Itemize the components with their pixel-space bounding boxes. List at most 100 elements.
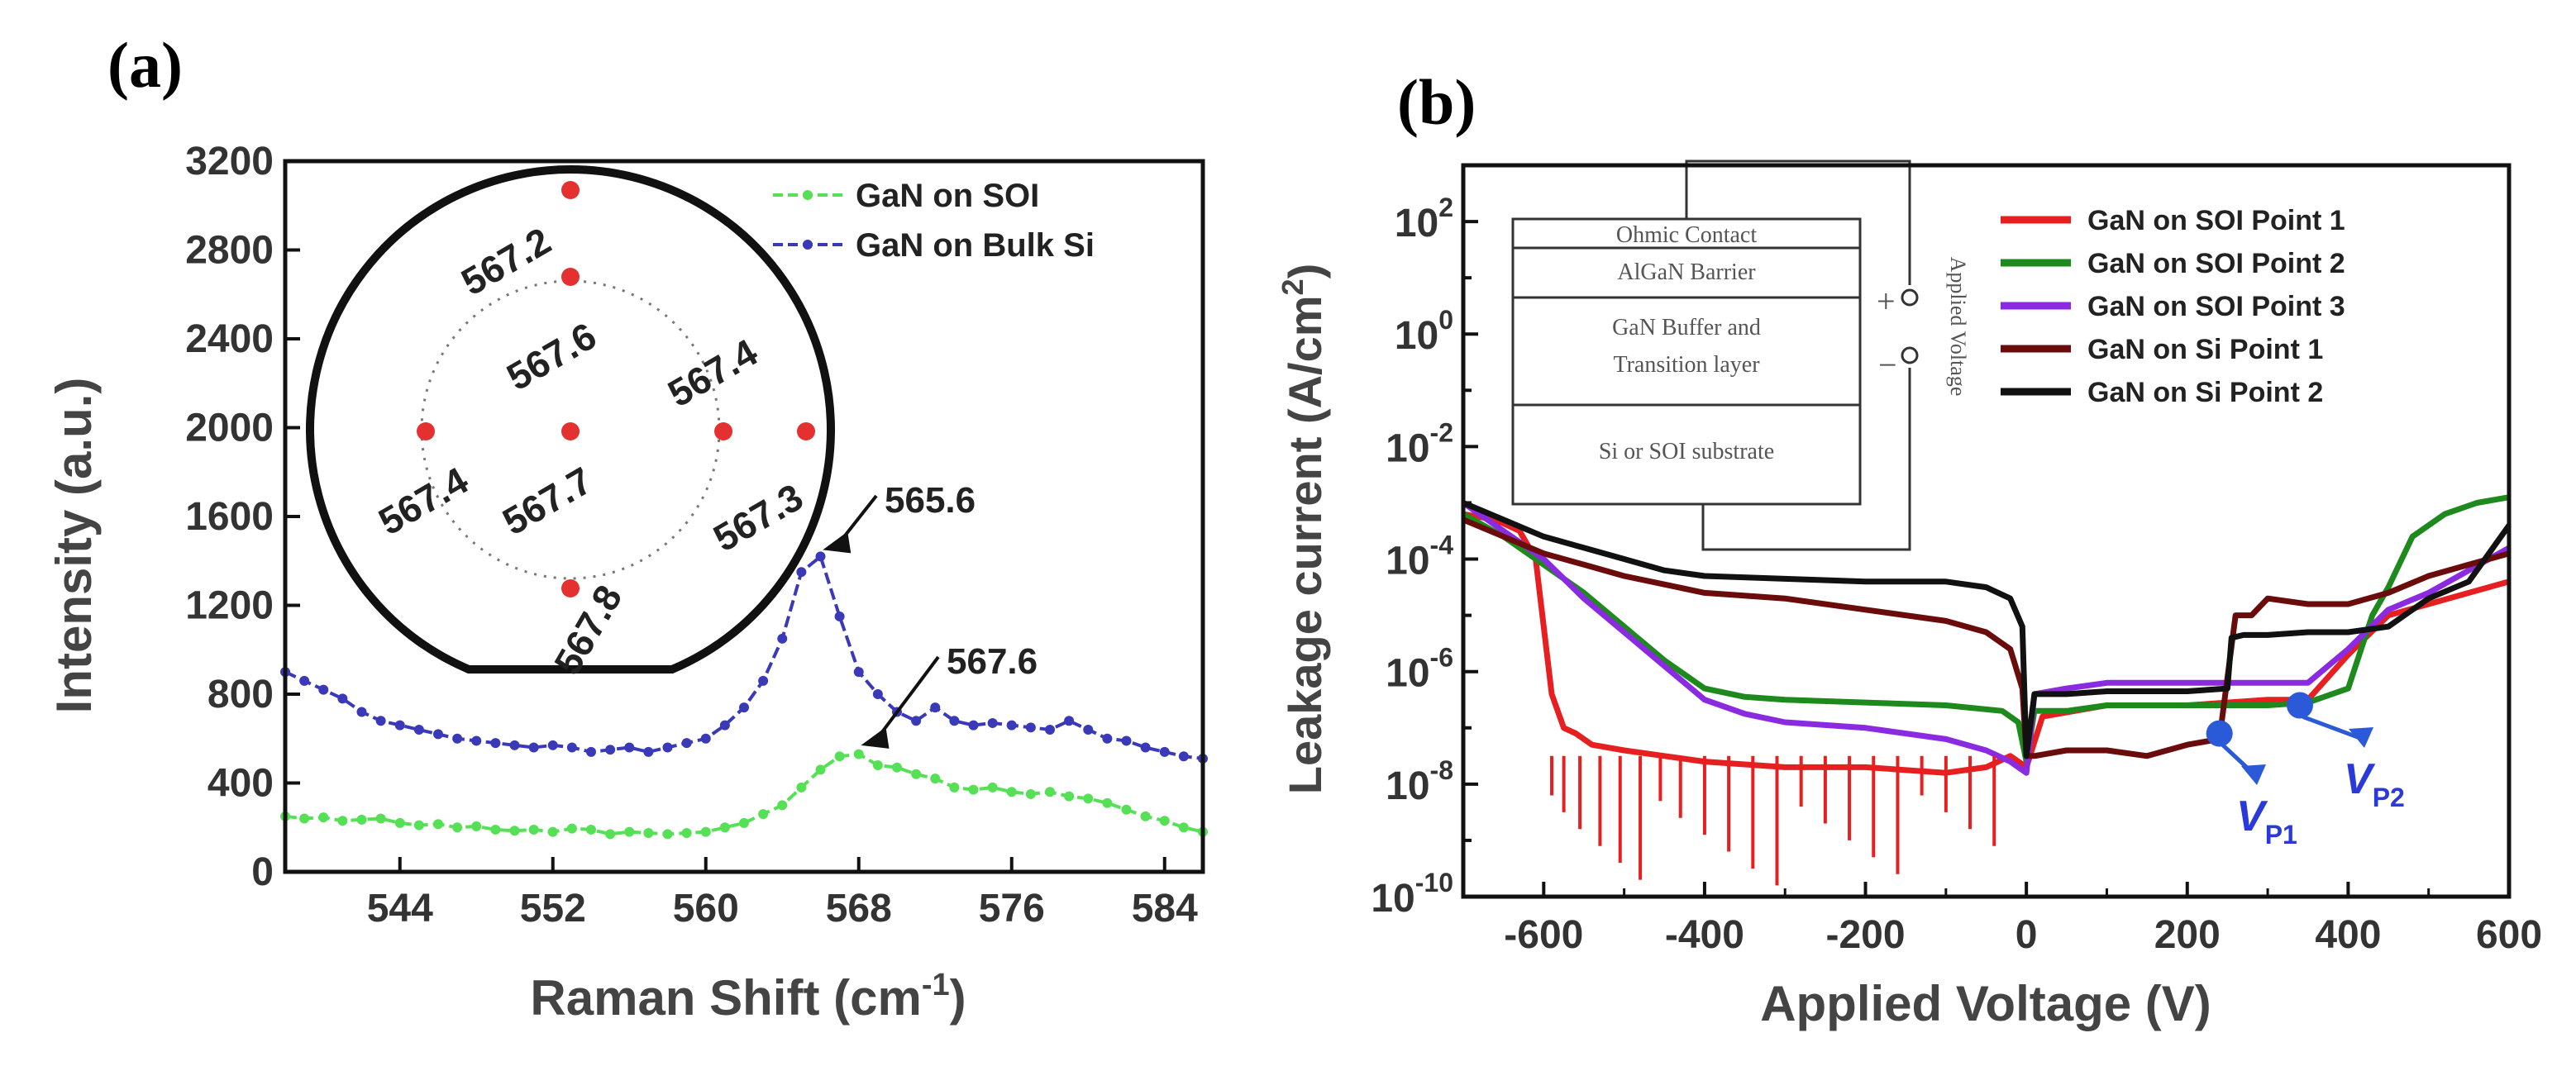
annotation-label: 565.6 — [885, 480, 976, 521]
data-point — [605, 829, 616, 840]
wafer-point — [561, 422, 580, 440]
y-tick-label: 10-4 — [1386, 531, 1453, 583]
data-point — [739, 817, 749, 828]
data-point — [892, 762, 902, 773]
series-line-gan-on-soi-point-1 — [1462, 511, 2510, 776]
data-point — [700, 826, 711, 837]
wire-top — [1685, 159, 1911, 285]
legend-label: GaN on SOI — [856, 178, 1039, 214]
wafer-point — [714, 422, 732, 440]
data-point — [356, 814, 367, 825]
data-point — [1159, 816, 1170, 826]
x-tick-label: 552 — [520, 887, 586, 931]
y-tick-exponent: -8 — [1430, 755, 1453, 785]
data-point — [949, 782, 960, 793]
data-point — [318, 812, 329, 823]
data-point — [987, 717, 998, 728]
plus-sign: + — [1877, 283, 1896, 320]
data-point — [815, 764, 826, 775]
data-point — [1045, 725, 1055, 735]
data-point — [375, 716, 386, 726]
wire-bottom — [1701, 368, 1911, 551]
annotation-arrowhead — [823, 531, 852, 554]
x-tick-label: -200 — [1825, 913, 1905, 957]
minus-sign: − — [1878, 346, 1897, 383]
wafer-point — [561, 579, 580, 597]
data-point — [1064, 716, 1075, 726]
marker-label-v: V — [2236, 793, 2268, 840]
wafer-point — [561, 268, 580, 286]
data-point — [719, 720, 730, 731]
stack-layer-label: AlGaN Barrier — [1617, 259, 1756, 285]
data-point — [1083, 793, 1094, 804]
data-point — [987, 782, 998, 793]
applied-voltage-side-label: Applied Voltage — [1946, 257, 1970, 397]
marker-arrow — [2302, 715, 2365, 742]
data-point — [394, 817, 405, 828]
data-point — [853, 749, 864, 759]
marker-label-v: V — [2344, 755, 2376, 803]
data-point — [681, 827, 692, 838]
data-point — [1045, 787, 1055, 797]
data-point — [1006, 787, 1017, 797]
data-point — [433, 819, 443, 830]
data-point — [968, 784, 979, 795]
data-point — [1025, 788, 1036, 799]
y-tick-exponent: 2 — [1438, 193, 1453, 222]
data-point — [796, 782, 807, 793]
data-point — [528, 742, 539, 753]
voltage-point-marker — [2206, 720, 2233, 747]
data-point — [758, 675, 769, 686]
panel-b-label: (b) — [1397, 66, 1476, 138]
data-point — [490, 824, 501, 835]
y-tick-label: 10-6 — [1386, 643, 1453, 696]
panel-b-ylabel-end: ) — [1279, 264, 1331, 279]
data-point — [949, 716, 960, 726]
data-point — [872, 689, 883, 699]
data-point — [1102, 797, 1113, 808]
x-tick-label: -600 — [1504, 913, 1583, 957]
panel-a-xlabel: Raman Shift (cm-1) — [530, 968, 966, 1026]
y-tick-base: 10 — [1386, 764, 1429, 808]
data-point — [834, 751, 845, 762]
legend-label: GaN on SOI Point 3 — [2087, 291, 2345, 322]
voltage-point-marker — [2287, 692, 2313, 719]
data-point — [586, 746, 596, 757]
data-point — [413, 820, 424, 831]
panel-b-ylabel-sup: 2 — [1276, 278, 1309, 295]
legend-label: GaN on SOI Point 1 — [2087, 205, 2345, 236]
data-point — [1121, 804, 1132, 815]
data-point — [509, 740, 520, 750]
legend-label: GaN on SOI Point 2 — [2087, 248, 2345, 279]
x-tick-label: 568 — [826, 887, 892, 931]
panel-b-plot-frame — [1461, 163, 2512, 899]
data-point — [299, 675, 310, 686]
y-tick-base: 10 — [1395, 314, 1438, 358]
marker-arrowhead — [2349, 727, 2373, 748]
panel-b: (b) Ohmic Contact AlGaN Barrier GaN Buffer… — [1276, 66, 2542, 1031]
data-point — [1140, 811, 1151, 821]
data-point — [413, 725, 424, 735]
x-tick-label: 584 — [1132, 887, 1198, 931]
x-tick-label: 200 — [2154, 913, 2221, 957]
data-point — [758, 809, 769, 820]
annotation-label: 567.6 — [947, 641, 1038, 682]
y-tick-exponent: -6 — [1430, 643, 1453, 673]
panel-b-ylabel: Leakage current (A/cm2) — [1276, 264, 1331, 794]
y-tick-exponent: -2 — [1430, 417, 1453, 447]
wafer-point-label: 567.4 — [661, 331, 765, 416]
legend-marker — [803, 240, 813, 250]
data-point — [853, 667, 864, 678]
panel-a-xlabel-sup: -1 — [922, 968, 950, 1002]
data-point — [586, 824, 596, 835]
data-point — [433, 729, 443, 740]
data-point — [1025, 722, 1036, 733]
data-point — [834, 611, 845, 621]
x-tick-label: 560 — [673, 887, 739, 931]
y-tick-label: 0 — [251, 850, 274, 894]
data-point — [796, 567, 807, 578]
data-point — [299, 813, 310, 824]
y-tick-label: 10-10 — [1371, 868, 1453, 921]
data-point — [1064, 791, 1075, 802]
